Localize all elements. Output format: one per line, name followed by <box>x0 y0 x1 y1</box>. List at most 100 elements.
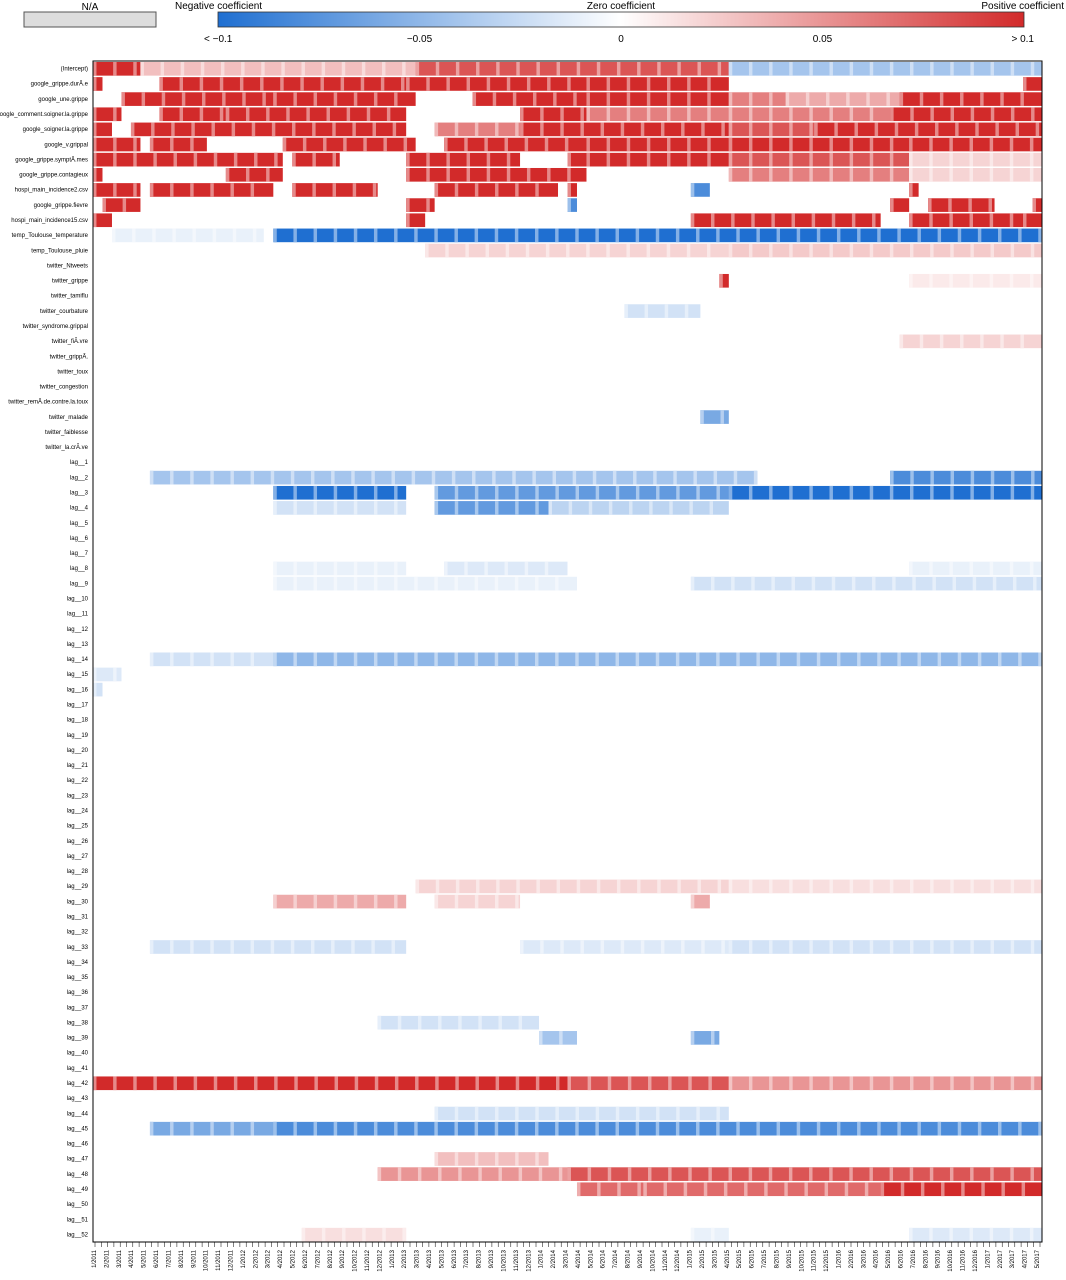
heatmap-cell <box>466 167 471 182</box>
heatmap-cell <box>454 1106 459 1121</box>
heatmap-cell <box>170 1121 174 1136</box>
heatmap-cell <box>753 470 758 485</box>
heatmap-cell <box>988 198 992 212</box>
heatmap-cell <box>152 228 156 243</box>
heatmap-cell <box>271 122 276 137</box>
heatmap-cell <box>769 1076 773 1091</box>
heatmap-cell <box>701 122 705 137</box>
heatmap-cell <box>455 62 460 76</box>
heatmap-cell <box>273 894 407 909</box>
heatmap-cell <box>1029 167 1034 182</box>
heatmap-cell <box>809 137 813 152</box>
heatmap-cell <box>620 940 625 954</box>
x-tick-label: 2/2012 <box>253 1249 259 1268</box>
heatmap-cell <box>640 122 645 137</box>
heatmap-cell <box>814 122 1042 137</box>
heatmap-cell <box>728 62 733 76</box>
heatmap-cell <box>292 152 340 167</box>
heatmap-cell <box>230 940 234 954</box>
heatmap-cell <box>514 652 519 667</box>
heatmap-cell <box>454 1152 459 1166</box>
row-label: twitter_courbature <box>40 309 89 315</box>
heatmap-cell <box>899 334 904 349</box>
heatmap-cell <box>952 576 957 591</box>
heatmap-cell <box>475 1076 479 1091</box>
heatmap-cell <box>484 561 488 576</box>
heatmap-cell <box>547 167 551 182</box>
heatmap-cell <box>171 122 175 137</box>
heatmap-cell <box>869 940 874 954</box>
row-label: google_soigner.la.grippe <box>23 127 89 133</box>
heatmap-cell <box>333 92 338 106</box>
heatmap-cell <box>1010 470 1015 485</box>
heatmap-cell <box>877 1121 881 1136</box>
heatmap-cell <box>485 243 489 258</box>
heatmap-cell <box>1023 213 1042 228</box>
heatmap-cell <box>458 1167 462 1181</box>
heatmap-cell <box>435 879 440 894</box>
heatmap-cell <box>917 1121 921 1136</box>
heatmap-cell <box>831 576 836 591</box>
x-tick-label: 10/2011 <box>204 1249 210 1271</box>
heatmap-cell <box>977 652 982 667</box>
heatmap-cell <box>575 1106 580 1121</box>
heatmap-cell <box>576 1182 581 1197</box>
heatmap-cell <box>707 77 711 91</box>
heatmap-cell <box>789 167 793 182</box>
heatmap-cell <box>919 334 924 349</box>
heatmap-cell <box>539 1031 577 1045</box>
x-tick-label: 4/2013 <box>427 1249 433 1268</box>
heatmap-cell <box>981 1182 985 1197</box>
heatmap-cell <box>693 470 697 485</box>
heatmap-cell <box>435 62 440 76</box>
row-label: lag__17 <box>67 702 89 708</box>
heatmap-cell <box>102 198 141 212</box>
heatmap-cell <box>434 1106 729 1121</box>
heatmap-cell <box>406 167 587 182</box>
heatmap-cell <box>273 561 407 576</box>
heatmap-cell <box>506 152 511 167</box>
heatmap-cell <box>809 1167 813 1181</box>
heatmap-cell <box>716 1121 720 1136</box>
heatmap-cell <box>849 940 854 954</box>
heatmap-cell <box>688 1076 692 1091</box>
heatmap-cell <box>989 167 994 182</box>
x-tick-label: 5/2017 <box>1035 1249 1041 1268</box>
heatmap-cell <box>454 183 459 197</box>
heatmap-cell <box>1029 273 1034 288</box>
heatmap-cell <box>512 92 517 106</box>
heatmap-cell <box>1020 92 1024 106</box>
heatmap-cell <box>548 501 729 515</box>
heatmap-cell <box>494 1121 499 1136</box>
heatmap-cell <box>990 1076 994 1091</box>
heatmap-cell <box>331 940 335 954</box>
heatmap-cell <box>910 485 914 500</box>
heatmap-cell <box>649 501 653 515</box>
heatmap-cell <box>363 137 367 152</box>
x-tick-label: 12/2011 <box>228 1249 234 1271</box>
heatmap-cell <box>495 1076 500 1091</box>
heatmap-cell <box>909 1227 913 1242</box>
heatmap-cell <box>769 152 773 167</box>
heatmap-cell <box>1023 77 1042 91</box>
heatmap-cell <box>935 122 939 137</box>
heatmap-cell <box>93 183 141 197</box>
heatmap-cell <box>540 107 544 122</box>
row-label: lag__39 <box>67 1036 89 1042</box>
heatmap-cell <box>293 92 297 106</box>
row-label: lag__6 <box>70 536 89 542</box>
heatmap-cell <box>545 243 550 258</box>
heatmap-cell <box>955 122 959 137</box>
heatmap-cell <box>1021 1182 1026 1197</box>
heatmap-cell <box>464 137 468 152</box>
heatmap-cell <box>872 213 876 228</box>
heatmap-cell <box>353 485 358 500</box>
heatmap-cell <box>553 92 557 106</box>
heatmap-cell <box>728 485 733 500</box>
heatmap-cell <box>149 137 207 152</box>
heatmap-cell <box>854 122 858 137</box>
heatmap-cell <box>796 1121 801 1136</box>
heatmap-cell <box>756 1121 760 1136</box>
heatmap-cell <box>394 894 398 909</box>
heatmap-cell <box>949 137 953 152</box>
